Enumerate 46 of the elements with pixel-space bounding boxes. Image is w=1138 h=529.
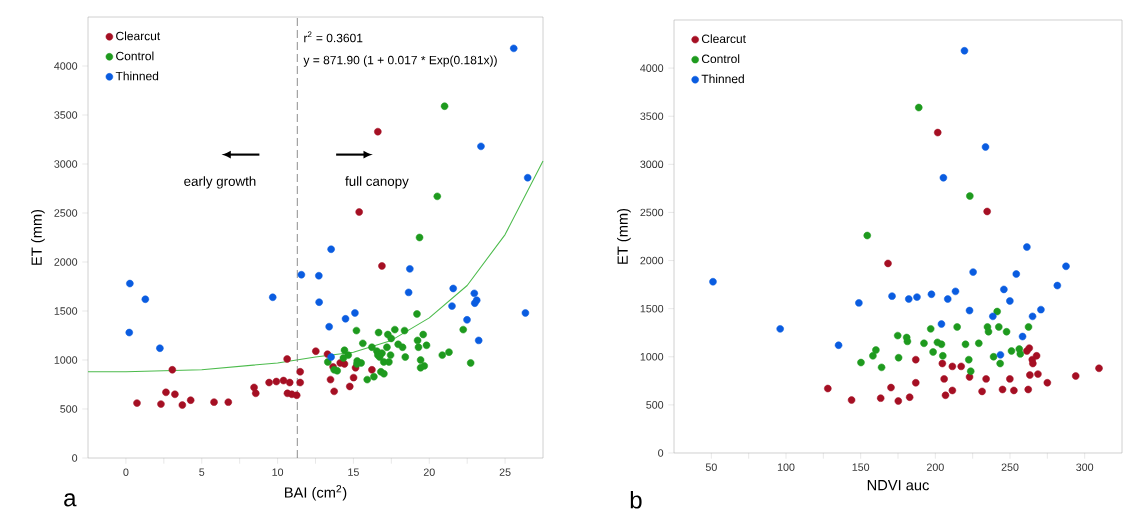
legend-label: Control — [116, 51, 154, 61]
legend-label: Clearcut — [701, 34, 746, 44]
x-tick-label: 100 — [777, 463, 795, 471]
x-tick-label: 15 — [348, 468, 359, 476]
y-tick-label: 1500 — [54, 307, 78, 315]
y-axis-title: ET (mm) — [617, 208, 631, 264]
y-tick-label: 3500 — [640, 112, 664, 120]
y-tick-label: 0 — [658, 449, 664, 457]
y-tick-label: 4000 — [640, 64, 664, 72]
y-axis-title: ET (mm) — [31, 209, 45, 265]
y-tick-label: 1000 — [54, 356, 78, 364]
x-tick-label: 300 — [1076, 463, 1094, 471]
legend-label: Control — [701, 54, 740, 64]
y-tick-label: 2000 — [640, 256, 664, 265]
annotation: early growth — [184, 176, 256, 189]
y-tick-label: 0 — [72, 454, 78, 462]
x-tick-label: 20 — [423, 468, 435, 476]
text: a — [64, 493, 77, 507]
text: b — [630, 490, 642, 509]
legend-label: Thinned — [115, 71, 159, 81]
y-tick-label: 3000 — [640, 160, 664, 169]
y-tick-label: 3500 — [54, 111, 78, 119]
x-axis-title: NDVI auc — [867, 480, 929, 491]
legend-label: Clearcut — [116, 31, 161, 41]
y-tick-label: 1500 — [640, 304, 664, 313]
y-tick-label: 2500 — [54, 209, 78, 217]
y-tick-label: 500 — [60, 405, 78, 413]
x-tick-label: 25 — [499, 468, 511, 476]
x-axis-title: BAI (cm$^{2}$) — [285, 485, 347, 501]
y-tick-label: 500 — [646, 401, 664, 409]
y-tick-label: 2500 — [640, 208, 664, 217]
x-tick-label: 250 — [1001, 463, 1019, 471]
y-tick-label: 1000 — [640, 353, 664, 361]
legend-label: Thinned — [701, 74, 744, 84]
x-tick-label: 150 — [852, 463, 870, 471]
annotation: y = 871.90 (1 + 0.017 * Exp(0.181x)) — [303, 55, 497, 67]
x-tick-label: 0 — [123, 468, 129, 476]
annotation: r$^{2}$ = 0.3601 — [304, 31, 363, 43]
y-tick-label: 4000 — [54, 62, 78, 70]
y-tick-label: 3000 — [54, 160, 78, 168]
annotation: full canopy — [345, 176, 409, 189]
x-tick-label: 200 — [926, 463, 944, 471]
x-tick-label: 5 — [199, 468, 205, 476]
y-tick-label: 2000 — [54, 258, 78, 266]
x-tick-label: 10 — [272, 468, 284, 476]
x-tick-label: 50 — [705, 463, 717, 471]
